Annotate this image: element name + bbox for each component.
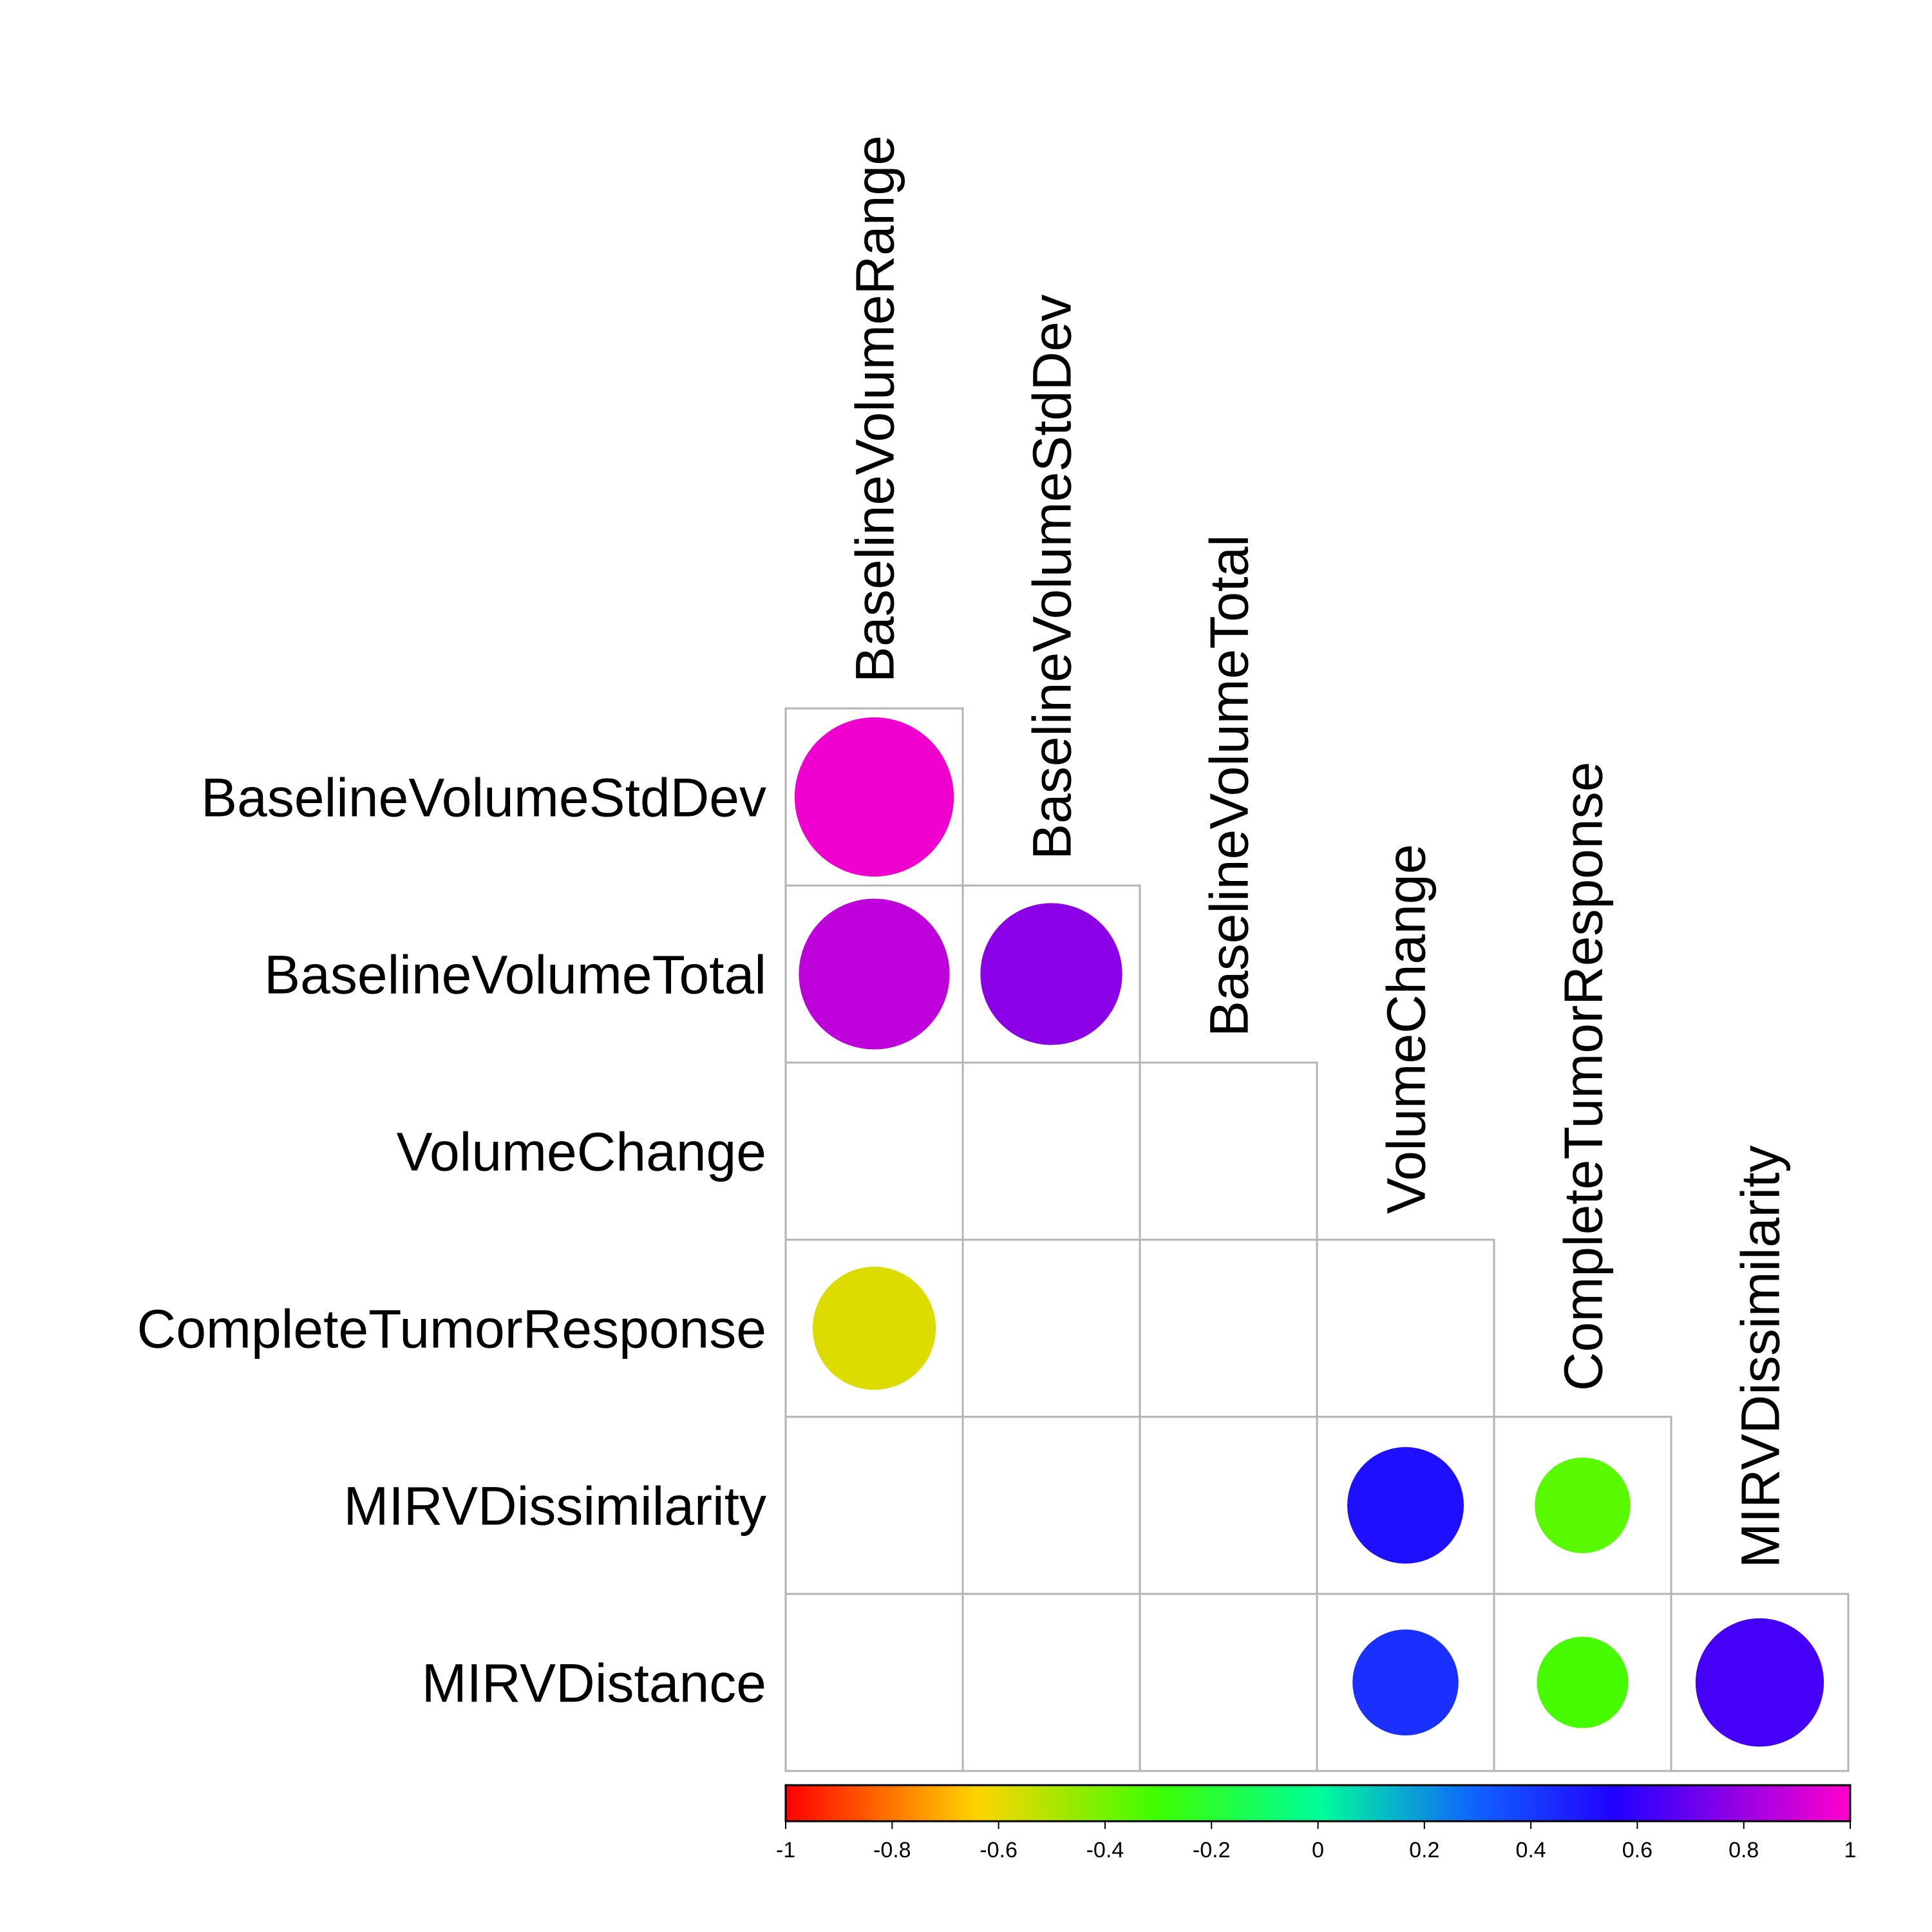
grid-cell: [1670, 1593, 1850, 1772]
grid-cell: [961, 1238, 1141, 1418]
grid-cell: [961, 1061, 1141, 1241]
correlation-circle: [980, 903, 1122, 1045]
grid: [784, 707, 1850, 1772]
row-label: CompleteTumorResponse: [137, 1299, 766, 1359]
grid-cell: [1139, 1593, 1318, 1772]
colorbar-tick-label: 0.2: [1409, 1838, 1439, 1862]
colorbar-tick-label: -0.2: [1193, 1838, 1231, 1862]
correlation-circle: [1695, 1618, 1824, 1747]
column-label: MIRVDissimilarity: [1730, 1146, 1791, 1568]
correlation-circles: [794, 717, 1824, 1747]
colorbar-tick-label: -1: [776, 1838, 795, 1862]
colorbar-tick-label: 0.8: [1728, 1838, 1759, 1862]
colorbar-ticks: -1 -0.8 -0.6 -0.4 -0.2 0 0.2 0.4 0.6 0.8 1: [776, 1821, 1857, 1862]
colorbar-tick-label: -0.8: [873, 1838, 911, 1862]
colorbar-tick-label: -0.4: [1086, 1838, 1124, 1862]
column-labels: BaselineVolumeRange BaselineVolumeStdDev B…: [845, 135, 1791, 1568]
correlation-circle: [1535, 1457, 1631, 1553]
row-label: VolumeChange: [397, 1122, 766, 1182]
correlation-circle: [1537, 1636, 1629, 1728]
correlation-circle: [1352, 1629, 1459, 1736]
colorbar: -1 -0.8 -0.6 -0.4 -0.2 0 0.2 0.4 0.6 0.8 1: [776, 1784, 1857, 1862]
row-label: BaselineVolumeTotal: [264, 945, 766, 1005]
column-label: BaselineVolumeRange: [845, 135, 905, 683]
grid-cell: [1139, 1238, 1318, 1418]
row-label: MIRVDistance: [422, 1653, 766, 1714]
column-label: CompleteTumorResponse: [1553, 762, 1614, 1391]
grid-cell: [784, 1593, 964, 1772]
colorbar-tick-label: 1: [1844, 1838, 1857, 1862]
column-label: BaselineVolumeTotal: [1199, 535, 1260, 1037]
colorbar-tick-label: -0.6: [980, 1838, 1018, 1862]
colorbar-tick-label: 0: [1312, 1838, 1324, 1862]
correlation-circle: [1347, 1447, 1464, 1564]
row-label: MIRVDissimilarity: [344, 1476, 766, 1537]
grid-cell: [961, 1593, 1141, 1772]
colorbar-tick-label: 0.6: [1622, 1838, 1653, 1862]
column-label: VolumeChange: [1376, 844, 1437, 1214]
row-label: BaselineVolumeStdDev: [201, 768, 766, 828]
colorbar-tick-label: 0.4: [1515, 1838, 1546, 1862]
grid-cell: [784, 1416, 964, 1595]
column-label: BaselineVolumeStdDev: [1022, 294, 1083, 860]
grid-cell: [1316, 1238, 1495, 1418]
grid-cell: [961, 1416, 1141, 1595]
colorbar-gradient: [784, 1784, 1852, 1823]
grid-cell: [1139, 1416, 1318, 1595]
correlation-circle: [794, 717, 954, 877]
row-labels: BaselineVolumeStdDev BaselineVolumeTotal V…: [137, 768, 766, 1714]
grid-cell: [784, 1061, 964, 1241]
grid-cell: [1139, 1061, 1318, 1241]
correlation-circle: [812, 1266, 936, 1390]
correlation-circle: [799, 898, 950, 1050]
